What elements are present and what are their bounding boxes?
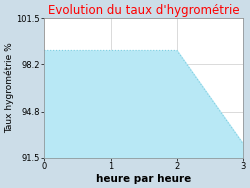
X-axis label: heure par heure: heure par heure	[96, 174, 191, 184]
Y-axis label: Taux hygrométrie %: Taux hygrométrie %	[4, 43, 14, 133]
Title: Evolution du taux d'hygrométrie: Evolution du taux d'hygrométrie	[48, 4, 240, 17]
